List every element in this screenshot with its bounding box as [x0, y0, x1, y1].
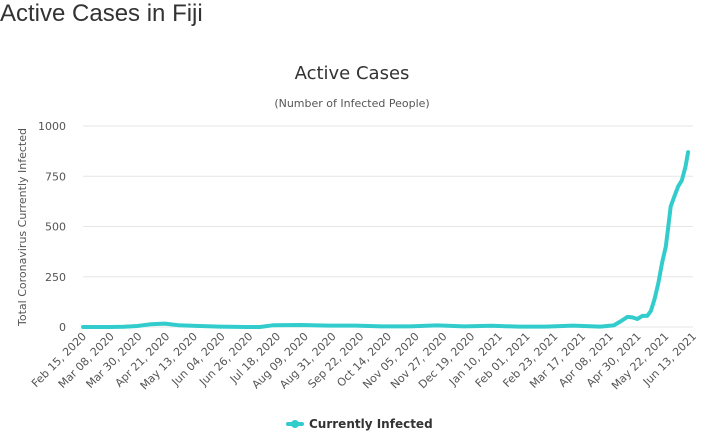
y-tick-label: 250 [45, 271, 66, 284]
series-line-currently-infected[interactable] [81, 150, 691, 329]
chart-title: Active Cases [295, 63, 410, 84]
y-axis-label: Total Coronavirus Currently Infected [16, 128, 29, 327]
series-layer [81, 150, 691, 329]
y-tick-label: 1000 [38, 120, 66, 133]
y-tick-label: 750 [45, 170, 66, 183]
y-tick-label: 500 [45, 221, 66, 234]
gridlines [83, 125, 693, 328]
page-heading: Active Cases in Fiji [0, 0, 203, 27]
y-axis-ticks: 0 250 500 750 1000 [38, 120, 66, 334]
legend-series-dot [291, 420, 299, 428]
legend-series-label: Currently Infected [309, 417, 433, 431]
legend[interactable]: Currently Infected [286, 417, 433, 431]
y-tick-label: 0 [59, 321, 66, 334]
chart-subtitle: (Number of Infected People) [274, 97, 429, 110]
